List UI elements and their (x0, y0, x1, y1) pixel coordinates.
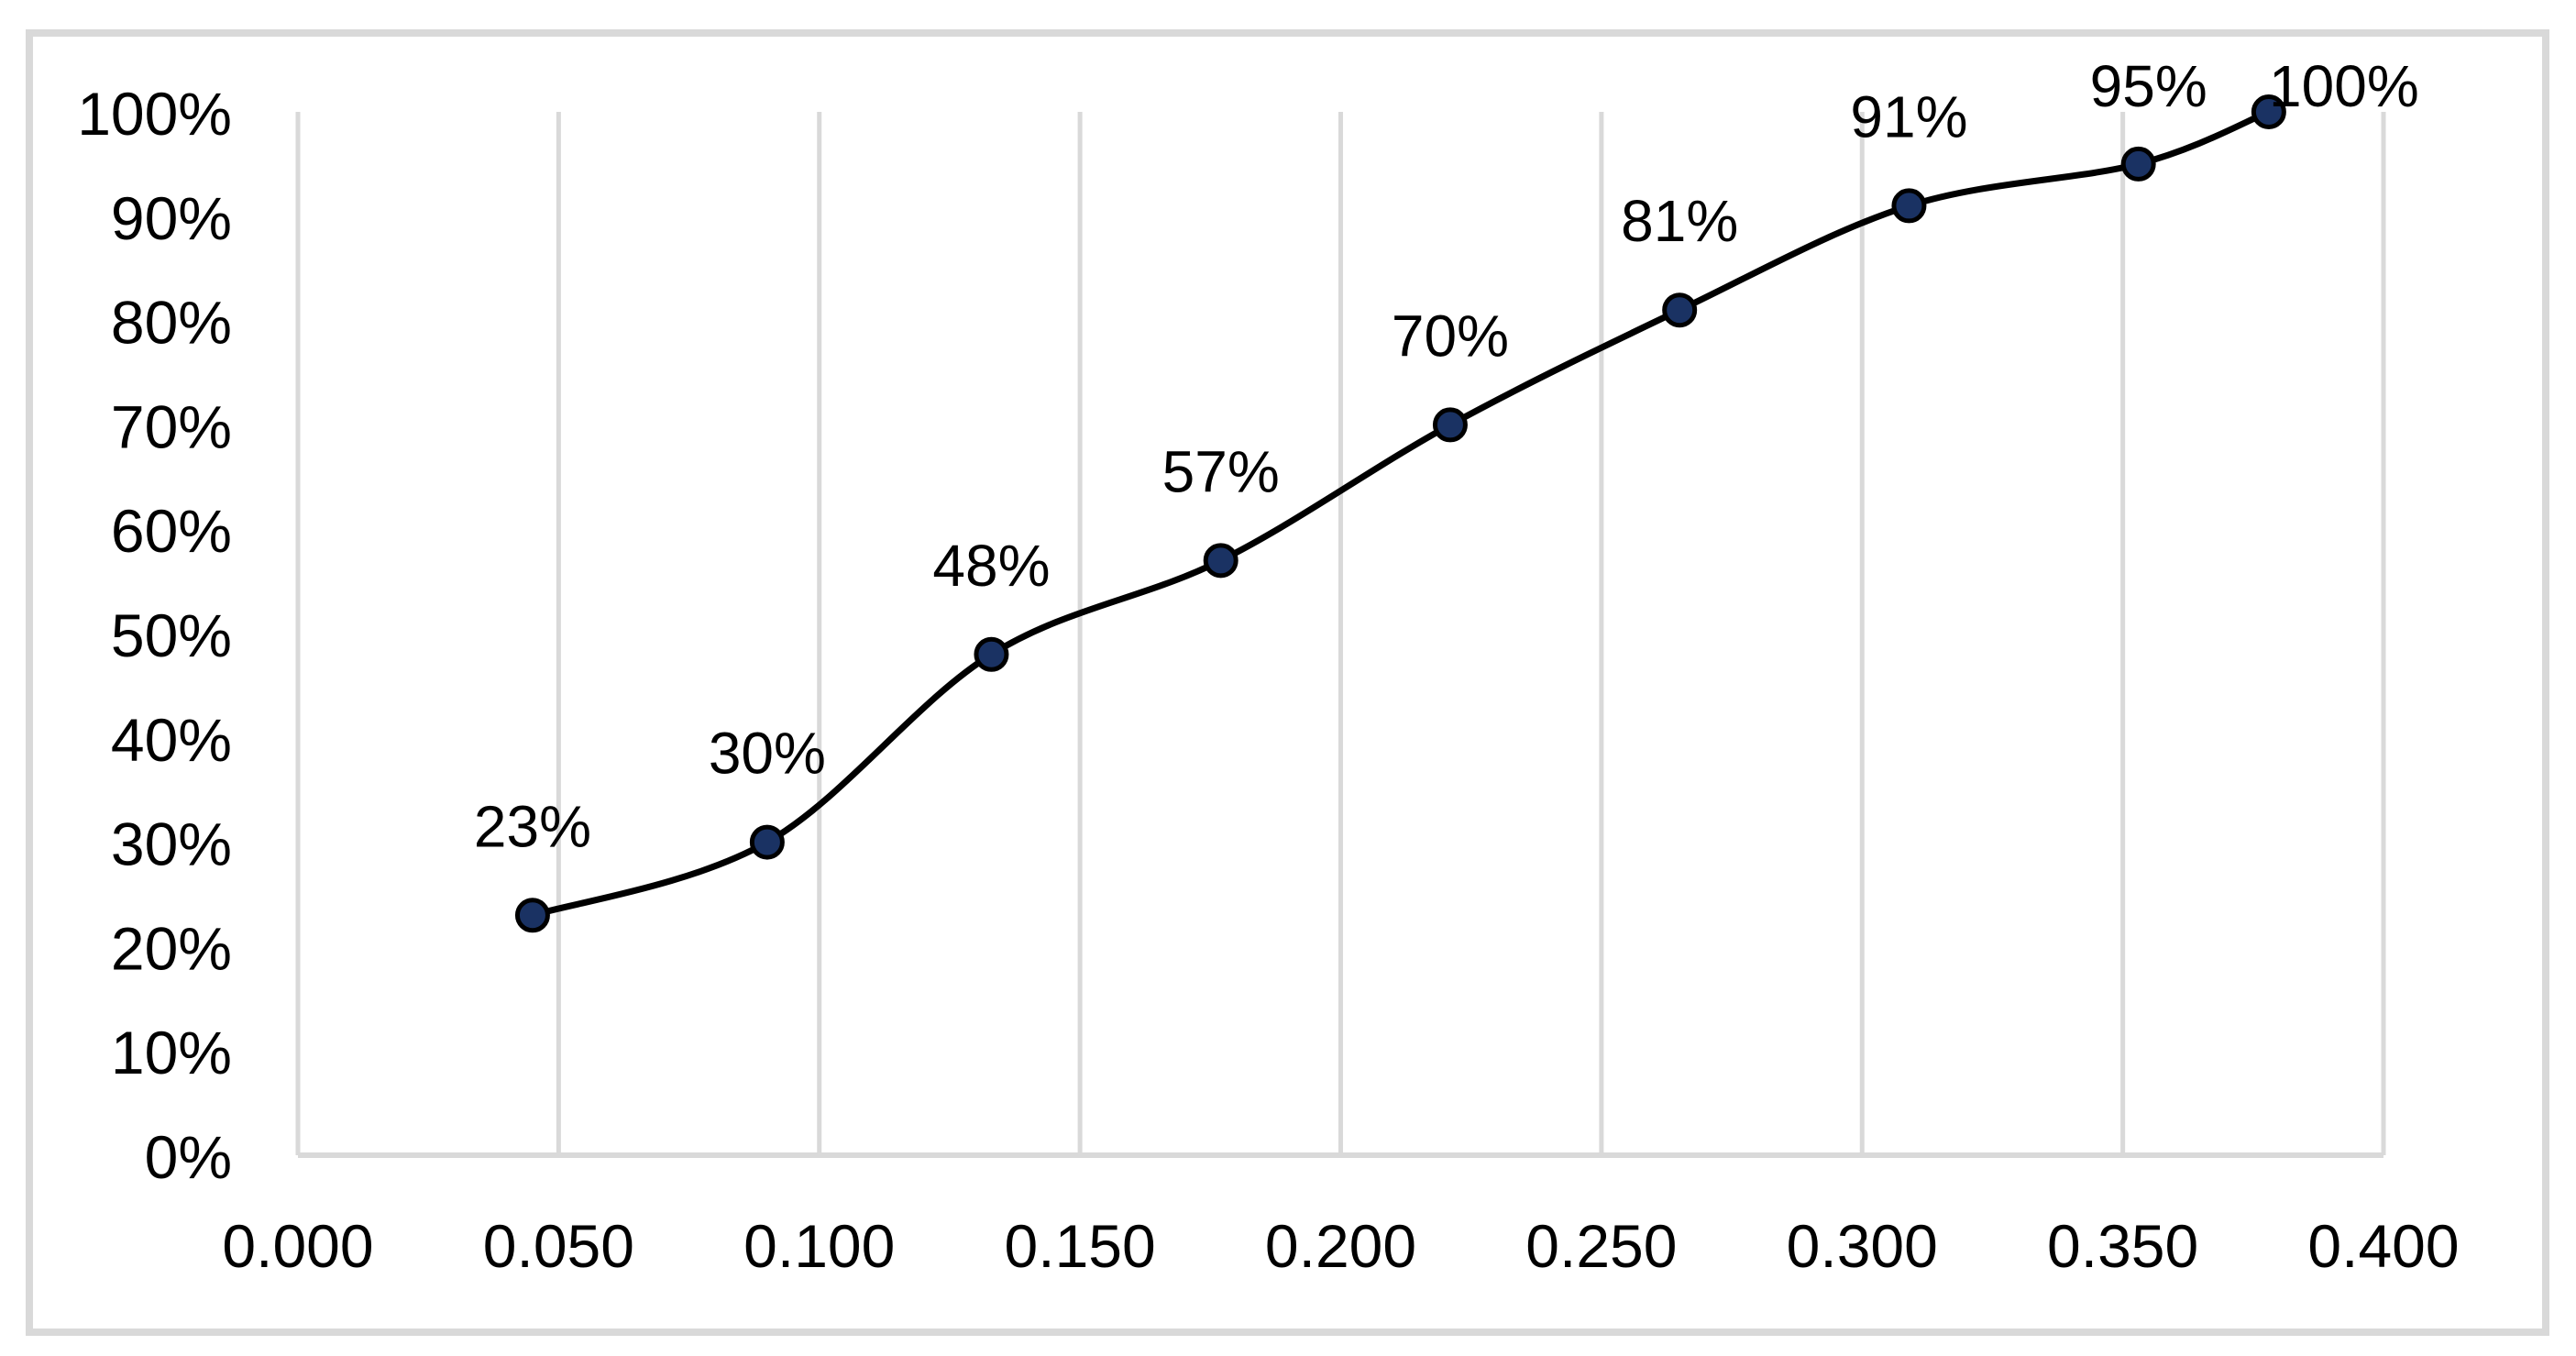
data-point-marker (514, 898, 550, 933)
x-tick-label: 0.350 (2047, 1212, 2198, 1280)
data-label: 100% (2269, 53, 2419, 119)
y-tick-label: 10% (111, 1019, 232, 1086)
y-tick-label: 60% (111, 497, 232, 565)
series-line (531, 108, 2271, 919)
x-tick-label: 0.050 (483, 1212, 634, 1280)
data-point-marker (749, 824, 785, 860)
y-tick-label: 0% (145, 1123, 232, 1191)
y-axis-tick-labels: 0% 10% 20% 30% 40% 50% 60% 70% 80% 90% 100% (77, 80, 232, 1191)
x-tick-label: 0.200 (1265, 1212, 1416, 1280)
vertical-gridlines (295, 112, 2386, 1155)
data-point-marker (974, 636, 1009, 672)
data-label: 23% (474, 793, 591, 859)
y-tick-label: 30% (111, 810, 232, 878)
data-point-marker (1432, 407, 1468, 443)
chart-frame (26, 29, 2549, 1336)
y-tick-label: 80% (111, 289, 232, 357)
data-point-marker (2251, 94, 2286, 129)
series-path (531, 108, 2271, 919)
x-tick-label: 0.000 (222, 1212, 373, 1280)
data-label: 91% (1850, 83, 1967, 149)
y-tick-label: 90% (111, 184, 232, 252)
data-point-marker (1203, 543, 1238, 579)
data-label: 95% (2090, 53, 2207, 119)
data-label: 70% (1392, 303, 1509, 369)
data-label: 81% (1621, 188, 1738, 254)
x-tick-label: 0.250 (1525, 1212, 1677, 1280)
data-label: 30% (709, 721, 826, 787)
x-tick-label: 0.300 (1787, 1212, 1938, 1280)
data-point-markers (514, 94, 2286, 933)
x-axis-tick-labels: 0.000 0.050 0.100 0.150 0.200 0.250 0.300 0.350… (222, 1212, 2459, 1280)
data-point-labels: 23% 30% 48% 57% 70% 81% 91% 95% 100% (474, 53, 2419, 859)
data-point-marker (2120, 146, 2156, 182)
x-tick-label: 0.100 (743, 1212, 895, 1280)
data-point-marker (1891, 188, 1927, 224)
y-tick-label: 40% (111, 706, 232, 774)
y-tick-label: 50% (111, 601, 232, 669)
x-tick-label: 0.400 (2307, 1212, 2459, 1280)
y-tick-label: 100% (77, 80, 232, 148)
x-tick-label: 0.150 (1005, 1212, 1156, 1280)
y-tick-label: 20% (111, 914, 232, 982)
data-point-marker (1662, 292, 1698, 328)
data-label: 57% (1162, 438, 1280, 504)
y-tick-label: 70% (111, 392, 232, 460)
data-label: 48% (932, 533, 1050, 599)
